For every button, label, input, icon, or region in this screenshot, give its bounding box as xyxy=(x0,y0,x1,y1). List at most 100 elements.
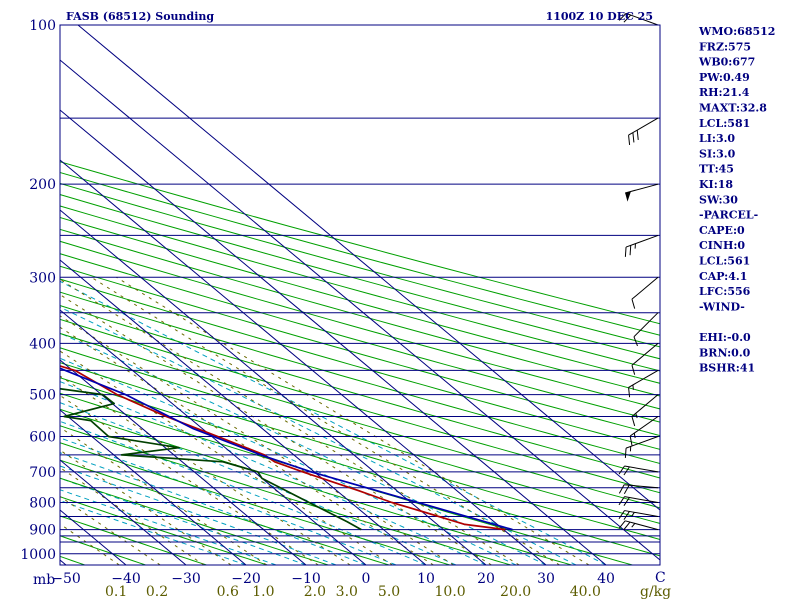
wind-barb-staff xyxy=(624,496,659,504)
wind-barb-staff xyxy=(625,183,659,194)
moist-adiabat xyxy=(60,381,487,565)
temperature-tick-label: 10 xyxy=(417,571,435,587)
dry-adiabat xyxy=(60,459,390,565)
index-line: CINH:0 xyxy=(699,239,745,252)
isotherm xyxy=(60,159,547,565)
wind-barb-feather xyxy=(618,510,625,520)
mixing-ratio-label: 0.1 xyxy=(105,584,127,600)
wind-barb-feather xyxy=(631,416,636,427)
index-line: PW:0.49 xyxy=(699,71,750,84)
wind-barb-feather xyxy=(628,387,631,398)
wind-barb-feather xyxy=(633,336,638,347)
temperature-tick-label: −40 xyxy=(111,571,141,587)
temperature-tick-labels: −50 −40 −30 −20 −10 0 10 20 30 40 xyxy=(51,571,615,587)
index-line: CAP:4.1 xyxy=(699,270,747,283)
wind-barb-feather xyxy=(629,245,632,256)
wind-barb-staff xyxy=(625,436,659,449)
index-line: WMO:68512 xyxy=(698,25,775,38)
wind-barb-staff xyxy=(633,312,659,338)
mixing-ratio-label: 10.0 xyxy=(435,584,466,600)
index-line: -PARCEL- xyxy=(699,209,758,222)
index-line: LCL:561 xyxy=(699,255,750,268)
temperature-tick-label: 30 xyxy=(537,571,555,587)
index-line: KI:18 xyxy=(699,178,733,191)
pressure-tick-label: 100 xyxy=(29,18,56,34)
plot-frame xyxy=(59,24,661,566)
wind-barb-feather xyxy=(623,466,630,476)
wind-barb-feather xyxy=(618,465,625,475)
wind-barb-feather xyxy=(623,14,632,23)
moist-adiabat xyxy=(60,280,607,565)
wind-barb-staff xyxy=(624,465,659,473)
wind-barb xyxy=(618,12,659,26)
wind-barb xyxy=(618,520,659,531)
dewpoint-trace xyxy=(60,387,362,531)
mixing-ratio-unit-label: g/kg xyxy=(640,584,671,600)
temperature-unit-label: C xyxy=(655,570,666,586)
temperature-trace xyxy=(60,365,506,531)
wind-barb xyxy=(633,312,659,347)
index-line: SI:3.0 xyxy=(699,147,736,160)
wind-barb-feather xyxy=(624,247,627,257)
wind-barb-feather xyxy=(623,511,630,520)
dry-adiabat xyxy=(60,332,660,509)
temperature-tick-label: 0 xyxy=(362,571,371,587)
moist-adiabat xyxy=(60,402,457,565)
wind-barb-staff xyxy=(629,416,659,437)
wind-barbs xyxy=(618,12,659,531)
pressure-tick-label: 900 xyxy=(29,523,56,539)
dry-adiabat xyxy=(60,442,450,565)
mixing-ratio-label: 3.0 xyxy=(336,584,358,600)
isotherm xyxy=(60,59,660,561)
parcel-trace xyxy=(60,367,513,531)
mixing-ratio-label: 5.0 xyxy=(378,584,400,600)
index-line: LFC:556 xyxy=(699,285,751,298)
index-line: FRZ:575 xyxy=(699,40,751,53)
wind-barb-staff xyxy=(624,510,659,517)
dry-adiabat xyxy=(60,515,207,565)
wind-barb xyxy=(631,342,659,375)
wind-barb xyxy=(631,276,659,309)
dry-adiabat xyxy=(60,194,660,360)
index-line: EHI:-0.0 xyxy=(699,331,751,344)
dry-adiabat xyxy=(60,240,660,410)
index-line: CAPE:0 xyxy=(699,224,745,237)
wind-barb-staff xyxy=(628,117,659,136)
mixing-ratio-line xyxy=(60,394,319,565)
wind-barb-feather xyxy=(632,384,634,390)
pressure-tick-label: 600 xyxy=(29,429,56,445)
mixing-ratio-label: 40.0 xyxy=(570,584,601,600)
dry-adiabat xyxy=(60,265,660,437)
dry-adiabat xyxy=(60,305,660,479)
isotherm xyxy=(60,309,367,565)
wind-barb-staff xyxy=(625,12,659,26)
dry-adiabat xyxy=(60,182,660,348)
moist-adiabat xyxy=(60,357,517,565)
wind-barb xyxy=(629,416,659,446)
wind-barb-feather xyxy=(631,365,636,375)
index-line: MAXT:32.8 xyxy=(699,102,767,115)
index-line: TT:45 xyxy=(699,163,734,176)
mixing-ratio-label: 0.2 xyxy=(146,584,168,600)
wind-barb-feather xyxy=(631,512,635,517)
wind-barb-staff xyxy=(631,276,659,300)
dry-adiabat xyxy=(60,347,660,524)
wind-barb xyxy=(624,234,659,257)
isotherm xyxy=(60,359,307,565)
moist-adiabat xyxy=(60,437,397,565)
stability-indices-panel: WMO:68512 FRZ:575 WB0:677 PW:0.49 RH:21.4 MAX… xyxy=(698,25,775,375)
mixing-ratio-label: 2.0 xyxy=(304,584,326,600)
wind-barb xyxy=(628,369,659,398)
index-line: WB0:677 xyxy=(698,56,755,69)
temperature-tick-label: −50 xyxy=(51,571,81,587)
chart-title: FASB (68512) Sounding xyxy=(66,10,214,23)
mixing-ratio-label: 1.0 xyxy=(252,584,274,600)
dry-adiabat xyxy=(60,362,660,540)
wind-barb xyxy=(631,394,659,427)
mixing-ratio-label: 20.0 xyxy=(500,584,531,600)
pressure-tick-label: 300 xyxy=(29,270,56,286)
wind-barb xyxy=(628,117,659,145)
dry-adiabat xyxy=(60,318,660,494)
wind-barb xyxy=(618,465,659,476)
